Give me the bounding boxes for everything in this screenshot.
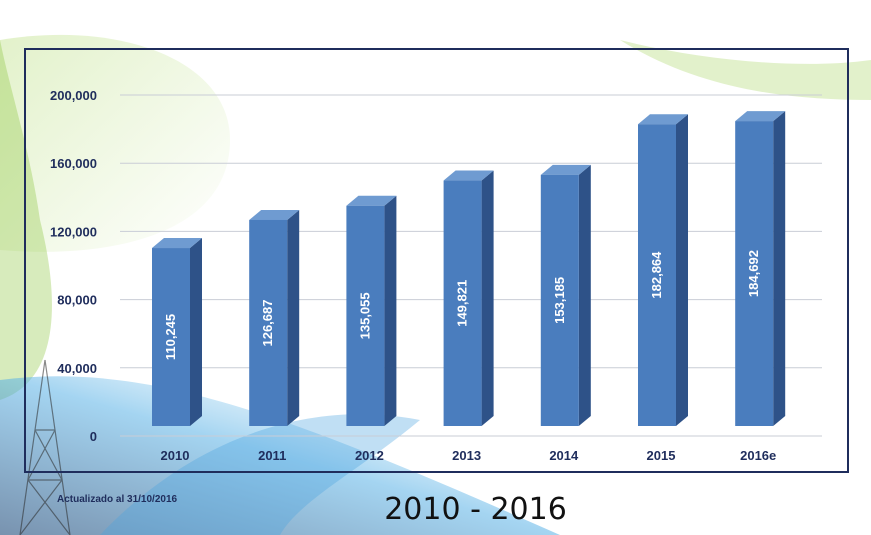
bar-top [443, 170, 494, 181]
update-note: Actualizado al 31/10/2016 [57, 494, 178, 505]
bar-side [384, 195, 397, 426]
chart-frame [24, 48, 849, 473]
bar-side [287, 209, 300, 426]
bar-side [481, 170, 494, 426]
bar-value-label: 153,185 [552, 277, 567, 324]
y-tick-label: 0 [90, 429, 97, 444]
bar-top [249, 209, 300, 220]
x-axis-ticks: 2010 2011 2012 2013 2014 2015 2016e [161, 448, 777, 463]
x-tick-label: 2013 [452, 448, 481, 463]
bar-top [152, 238, 202, 249]
bar-value-label: 184,692 [746, 250, 761, 297]
bar-side [190, 238, 202, 426]
bar-2015: 182,864 [638, 114, 688, 426]
y-tick-label: 200,000 [50, 88, 97, 103]
y-tick-label: 160,000 [50, 156, 97, 171]
bar-side [676, 114, 688, 426]
x-tick-label: 2011 [258, 448, 286, 463]
bars: 110,245 126,687 135,055 149,821 153,185 182,8… [152, 111, 786, 426]
bar-top [638, 114, 688, 125]
bar-front [443, 180, 482, 426]
bar-top [346, 195, 397, 206]
bar-front [735, 121, 774, 426]
bar-value-label: 126,687 [260, 299, 275, 346]
x-tick-label: 2016e [740, 448, 776, 463]
bar-front [540, 174, 579, 426]
bar-side [578, 164, 591, 426]
y-tick-label: 80,000 [57, 293, 97, 308]
y-tick-label: 120,000 [50, 224, 97, 239]
bar-2013: 149,821 [443, 170, 494, 426]
bar-value-label: 110,245 [163, 314, 178, 360]
bar-front [346, 205, 385, 426]
y-axis-ticks: 0 40,000 80,000 120,000 160,000 200,000 [50, 88, 97, 444]
bar-2011: 126,687 [249, 209, 300, 426]
x-tick-label: 2015 [647, 448, 676, 463]
y-tick-label: 40,000 [57, 361, 97, 376]
bar-top [540, 164, 591, 175]
bar-2014: 153,185 [540, 164, 591, 426]
caption-title: 2010 - 2016 [384, 492, 567, 527]
x-tick-label: 2010 [161, 448, 190, 463]
bar-top [735, 111, 786, 122]
bar-front [152, 248, 190, 426]
bar-2012: 135,055 [346, 195, 397, 426]
bar-2010: 110,245 [152, 238, 202, 426]
bar-value-label: 149,821 [455, 280, 470, 327]
bar-value-label: 182,864 [649, 251, 664, 299]
bar-2016e: 184,692 [735, 111, 786, 426]
bar-value-label: 135,055 [357, 292, 372, 339]
bar-front [249, 219, 288, 426]
bar-front [638, 124, 676, 426]
x-tick-label: 2012 [355, 448, 384, 463]
x-tick-label: 2014 [549, 448, 579, 463]
bar-side [773, 111, 786, 426]
